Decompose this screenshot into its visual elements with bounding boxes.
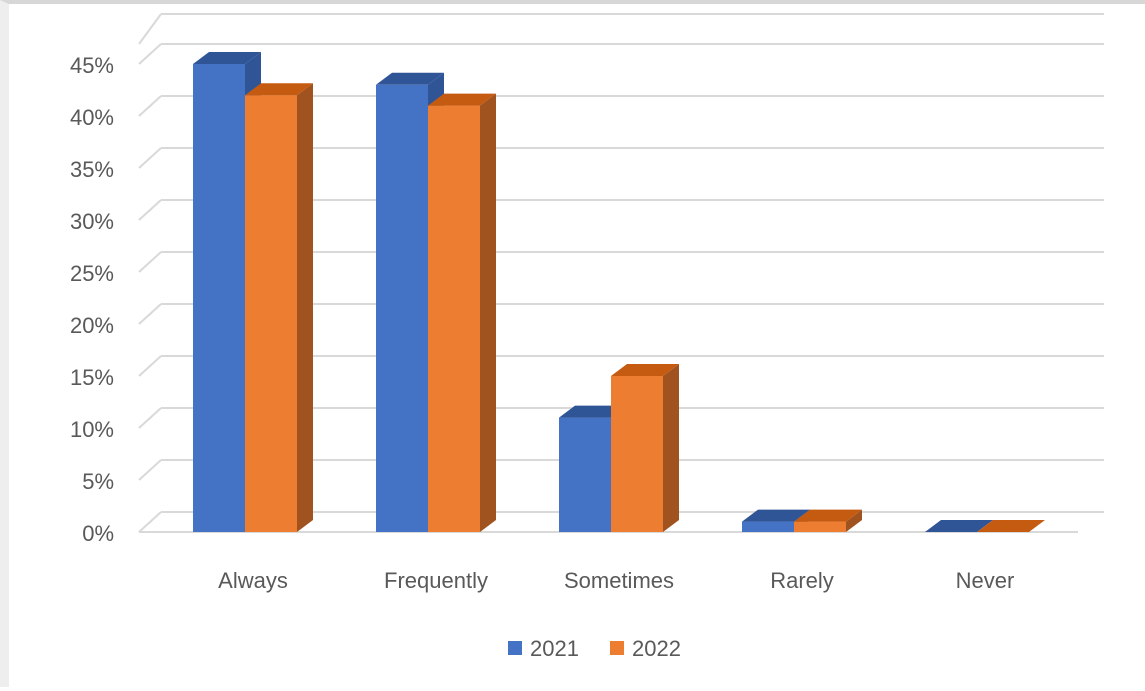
bar-2021-frequently [376, 84, 428, 533]
bar-chart: 0% 5% 10% 15% 20% 25% 30% 35% 40% 45% Always Freque… [70, 13, 1104, 661]
side-gridline [138, 303, 162, 325]
x-tick-label: Never [956, 568, 1015, 593]
legend-label-2021: 2021 [530, 636, 579, 661]
y-tick-label: 5% [82, 469, 114, 494]
bar-2021-rarely [742, 521, 794, 532]
bar-top-2022-rarely [794, 509, 862, 522]
bar-top-2022-always [245, 83, 313, 96]
side-gridline [138, 251, 162, 273]
bar-top-2021-rarely [742, 509, 810, 522]
x-tick-label: Rarely [770, 568, 834, 593]
side-gridline [138, 13, 162, 45]
bar-2021-always [193, 64, 245, 532]
bar-top-2022-never [977, 520, 1045, 532]
side-gridline [138, 95, 162, 117]
y-tick-label: 40% [70, 105, 114, 130]
bar-side-2022-frequently [480, 93, 496, 532]
bar-top-2021-frequently [376, 72, 444, 85]
bar-top-2021-always [193, 52, 261, 64]
legend-swatch-2022 [610, 641, 624, 655]
bar-2021-sometimes [559, 417, 611, 532]
bar-top-2022-sometimes [611, 364, 679, 376]
side-gridline [138, 511, 162, 533]
side-gridline [138, 355, 162, 377]
legend-swatch-2021 [508, 641, 522, 655]
y-tick-label: 45% [70, 53, 114, 78]
side-gridline [138, 459, 162, 481]
y-tick-label: 15% [70, 365, 114, 390]
bar-top-2021-never [925, 520, 993, 532]
bar-2022-sometimes [611, 376, 663, 532]
bar-2022-frequently [428, 105, 480, 532]
side-gridline [138, 199, 162, 221]
bar-top-2022-frequently [428, 93, 496, 106]
y-tick-label: 0% [82, 521, 114, 546]
x-tick-label: Frequently [384, 568, 488, 593]
y-tick-label: 30% [70, 209, 114, 234]
bar-2022-rarely [794, 521, 846, 532]
y-tick-label: 25% [70, 261, 114, 286]
bar-side-2022-sometimes [663, 364, 679, 532]
bar-side-2022-always [297, 83, 313, 532]
x-tick-label: Sometimes [564, 568, 674, 593]
side-gridline [138, 147, 162, 169]
y-tick-label: 35% [70, 157, 114, 182]
legend-label-2022: 2022 [632, 636, 681, 661]
side-gridline [138, 407, 162, 429]
y-tick-label: 10% [70, 417, 114, 442]
bar-side-2022-rarely [846, 509, 862, 532]
x-tick-label: Always [218, 568, 288, 593]
y-tick-label: 20% [70, 313, 114, 338]
bar-2022-always [245, 95, 297, 532]
bar-top-2021-sometimes [559, 405, 627, 418]
side-gridline [138, 43, 162, 65]
